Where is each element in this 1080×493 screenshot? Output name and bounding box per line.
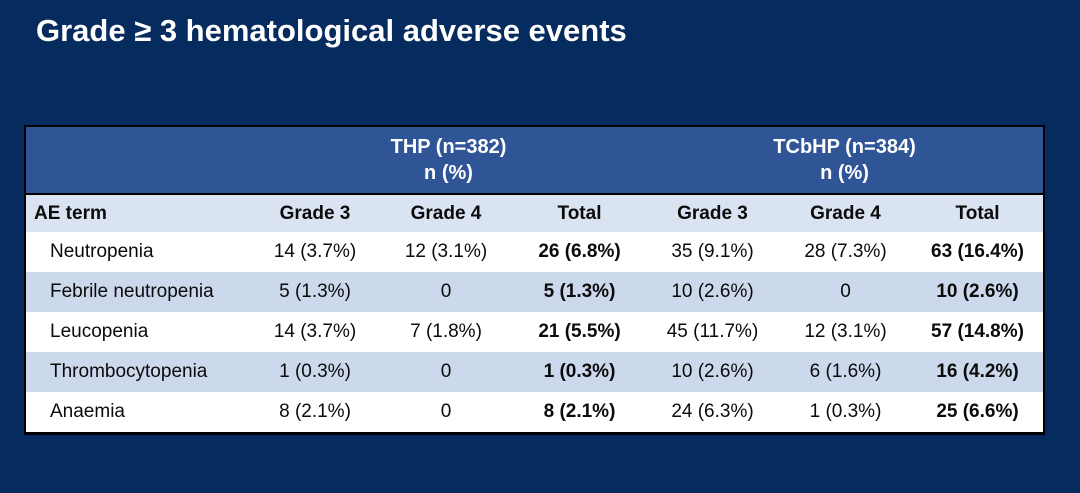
- group-header-row: THP (n=382) n (%) TCbHP (n=384) n (%): [25, 126, 1045, 195]
- value-cell: 12 (3.1%): [379, 232, 513, 272]
- group-header-tcbhp-unit: n (%): [820, 162, 869, 184]
- ae-term-cell: Anaemia: [25, 392, 251, 434]
- value-cell: 1 (0.3%): [779, 392, 912, 434]
- value-cell: 5 (1.3%): [251, 272, 379, 312]
- column-header-thp-grade3: Grade 3: [251, 194, 379, 232]
- total-cell: 63 (16.4%): [912, 232, 1045, 272]
- ae-term-cell: Febrile neutropenia: [25, 272, 251, 312]
- table-row-anaemia: Anaemia 8 (2.1%) 0 8 (2.1%) 24 (6.3%) 1 …: [25, 392, 1045, 434]
- total-cell: 5 (1.3%): [513, 272, 646, 312]
- group-header-thp-unit: n (%): [424, 162, 473, 184]
- column-header-tcbhp-total: Total: [912, 194, 1045, 232]
- group-header-thp: THP (n=382) n (%): [251, 126, 646, 195]
- column-header-thp-total: Total: [513, 194, 646, 232]
- table-row-febrile-neutropenia: Febrile neutropenia 5 (1.3%) 0 5 (1.3%) …: [25, 272, 1045, 312]
- value-cell: 35 (9.1%): [646, 232, 779, 272]
- total-cell: 8 (2.1%): [513, 392, 646, 434]
- column-header-tcbhp-grade3: Grade 3: [646, 194, 779, 232]
- value-cell: 6 (1.6%): [779, 352, 912, 392]
- group-header-tcbhp-name: TCbHP (n=384): [773, 136, 916, 158]
- slide-title: Grade ≥ 3 hematological adverse events: [36, 13, 627, 48]
- value-cell: 0: [379, 392, 513, 434]
- value-cell: 8 (2.1%): [251, 392, 379, 434]
- table-row-leucopenia: Leucopenia 14 (3.7%) 7 (1.8%) 21 (5.5%) …: [25, 312, 1045, 352]
- total-cell: 10 (2.6%): [912, 272, 1045, 312]
- ae-term-cell: Thrombocytopenia: [25, 352, 251, 392]
- total-cell: 16 (4.2%): [912, 352, 1045, 392]
- value-cell: 28 (7.3%): [779, 232, 912, 272]
- value-cell: 14 (3.7%): [251, 232, 379, 272]
- group-header-empty-cell: [25, 126, 251, 195]
- column-header-ae-term: AE term: [25, 194, 251, 232]
- value-cell: 0: [379, 352, 513, 392]
- value-cell: 12 (3.1%): [779, 312, 912, 352]
- adverse-events-table: THP (n=382) n (%) TCbHP (n=384) n (%) AE…: [24, 125, 1046, 435]
- value-cell: 10 (2.6%): [646, 272, 779, 312]
- group-header-thp-name: THP (n=382): [390, 136, 507, 158]
- ae-term-cell: Neutropenia: [25, 232, 251, 272]
- table-row-thrombocytopenia: Thrombocytopenia 1 (0.3%) 0 1 (0.3%) 10 …: [25, 352, 1045, 392]
- column-header-row: AE term Grade 3 Grade 4 Total Grade 3 Gr…: [25, 194, 1045, 232]
- total-cell: 25 (6.6%): [912, 392, 1045, 434]
- total-cell: 1 (0.3%): [513, 352, 646, 392]
- value-cell: 10 (2.6%): [646, 352, 779, 392]
- value-cell: 7 (1.8%): [379, 312, 513, 352]
- column-header-thp-grade4: Grade 4: [379, 194, 513, 232]
- value-cell: 1 (0.3%): [251, 352, 379, 392]
- total-cell: 26 (6.8%): [513, 232, 646, 272]
- value-cell: 45 (11.7%): [646, 312, 779, 352]
- table-row-neutropenia: Neutropenia 14 (3.7%) 12 (3.1%) 26 (6.8%…: [25, 232, 1045, 272]
- value-cell: 14 (3.7%): [251, 312, 379, 352]
- value-cell: 0: [779, 272, 912, 312]
- group-header-tcbhp: TCbHP (n=384) n (%): [646, 126, 1045, 195]
- value-cell: 0: [379, 272, 513, 312]
- column-header-tcbhp-grade4: Grade 4: [779, 194, 912, 232]
- total-cell: 57 (14.8%): [912, 312, 1045, 352]
- ae-term-cell: Leucopenia: [25, 312, 251, 352]
- total-cell: 21 (5.5%): [513, 312, 646, 352]
- value-cell: 24 (6.3%): [646, 392, 779, 434]
